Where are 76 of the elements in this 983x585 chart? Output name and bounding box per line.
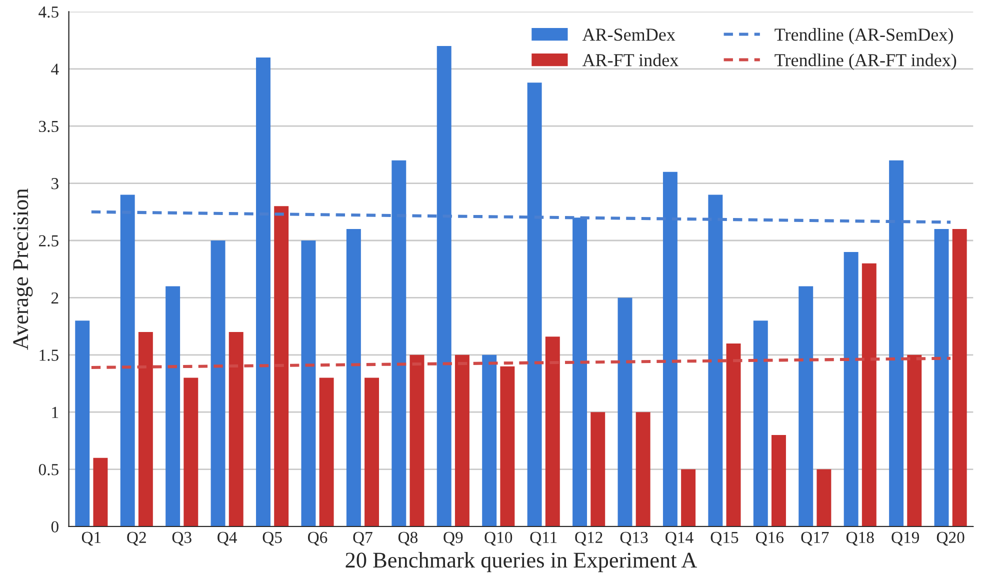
legend-label: Trendline (AR-SemDex) xyxy=(774,28,953,44)
bar xyxy=(166,286,180,526)
bar xyxy=(862,263,876,526)
bar xyxy=(256,57,270,526)
x-tick-label: Q17 xyxy=(801,532,829,546)
legend-label: Trendline (AR-FT index) xyxy=(774,54,956,70)
x-tick-label: Q7 xyxy=(353,532,372,546)
y-tick-label: 1.5 xyxy=(40,350,58,361)
x-tick-label: Q2 xyxy=(127,532,146,546)
x-tick-label: Q8 xyxy=(398,532,418,546)
bar xyxy=(708,194,723,526)
bar xyxy=(618,298,632,526)
y-tick-label: 0 xyxy=(51,521,58,532)
x-tick-label: Q14 xyxy=(666,532,694,546)
y-axis-title: Average Precision xyxy=(13,188,33,350)
bar xyxy=(572,218,588,526)
legend-label: AR-FT index xyxy=(582,54,678,66)
y-tick-label: 4 xyxy=(51,64,59,75)
bar xyxy=(364,378,380,526)
bar xyxy=(816,469,832,526)
bar xyxy=(636,412,650,526)
x-tick-label: Q4 xyxy=(218,532,237,546)
x-tick-label: Q10 xyxy=(484,532,512,546)
bar xyxy=(482,354,497,526)
bar xyxy=(228,332,244,526)
y-tick-label: 3 xyxy=(52,178,58,190)
bar xyxy=(527,82,542,526)
y-tick-label: 1 xyxy=(52,406,58,418)
legend-label: AR-SemDex xyxy=(582,28,676,41)
x-tick-label: Q13 xyxy=(620,532,648,546)
bar xyxy=(753,320,768,526)
bar xyxy=(726,343,741,526)
x-axis-title: 20 Benchmark queries in Experiment A xyxy=(346,552,698,572)
x-tick-label: Q20 xyxy=(936,532,964,546)
bar xyxy=(844,252,858,526)
bar xyxy=(772,434,786,526)
x-tick-label: Q19 xyxy=(892,532,920,546)
bar xyxy=(301,240,316,526)
y-tick-label: 2 xyxy=(51,292,58,304)
x-tick-label: Q3 xyxy=(172,532,192,546)
bar xyxy=(889,160,904,526)
bar xyxy=(184,378,198,526)
x-tick-label: Q15 xyxy=(710,532,738,546)
bar xyxy=(392,160,406,526)
x-tick-label: Q9 xyxy=(444,532,463,546)
bar xyxy=(210,240,226,526)
bar xyxy=(93,458,108,526)
bar xyxy=(120,194,135,526)
bar xyxy=(138,332,153,526)
bar xyxy=(346,229,361,526)
bar xyxy=(681,469,696,526)
x-tick-label: Q11 xyxy=(530,532,557,546)
x-tick-label: Q1 xyxy=(82,532,101,546)
bar xyxy=(436,46,452,526)
bar xyxy=(75,320,90,526)
bar xyxy=(500,366,515,526)
x-tick-label: Q16 xyxy=(756,532,784,546)
y-tick-label: 0.5 xyxy=(38,464,58,476)
y-tick-label: 3.5 xyxy=(39,120,58,132)
bar xyxy=(907,354,922,526)
bar xyxy=(952,229,967,526)
x-tick-label: Q5 xyxy=(262,532,282,546)
bar xyxy=(274,206,289,526)
bar xyxy=(319,378,334,526)
y-tick-label: 2.5 xyxy=(38,235,58,247)
x-tick-label: Q18 xyxy=(846,532,874,546)
bar xyxy=(934,229,949,526)
bar xyxy=(545,336,560,526)
bar xyxy=(454,354,470,526)
y-tick-label: 4.5 xyxy=(38,6,58,18)
bar xyxy=(590,412,606,526)
x-tick-label: Q6 xyxy=(308,532,328,546)
bar xyxy=(410,354,424,526)
bar xyxy=(662,172,678,526)
bar xyxy=(798,286,814,526)
x-tick-label: Q12 xyxy=(575,532,602,546)
